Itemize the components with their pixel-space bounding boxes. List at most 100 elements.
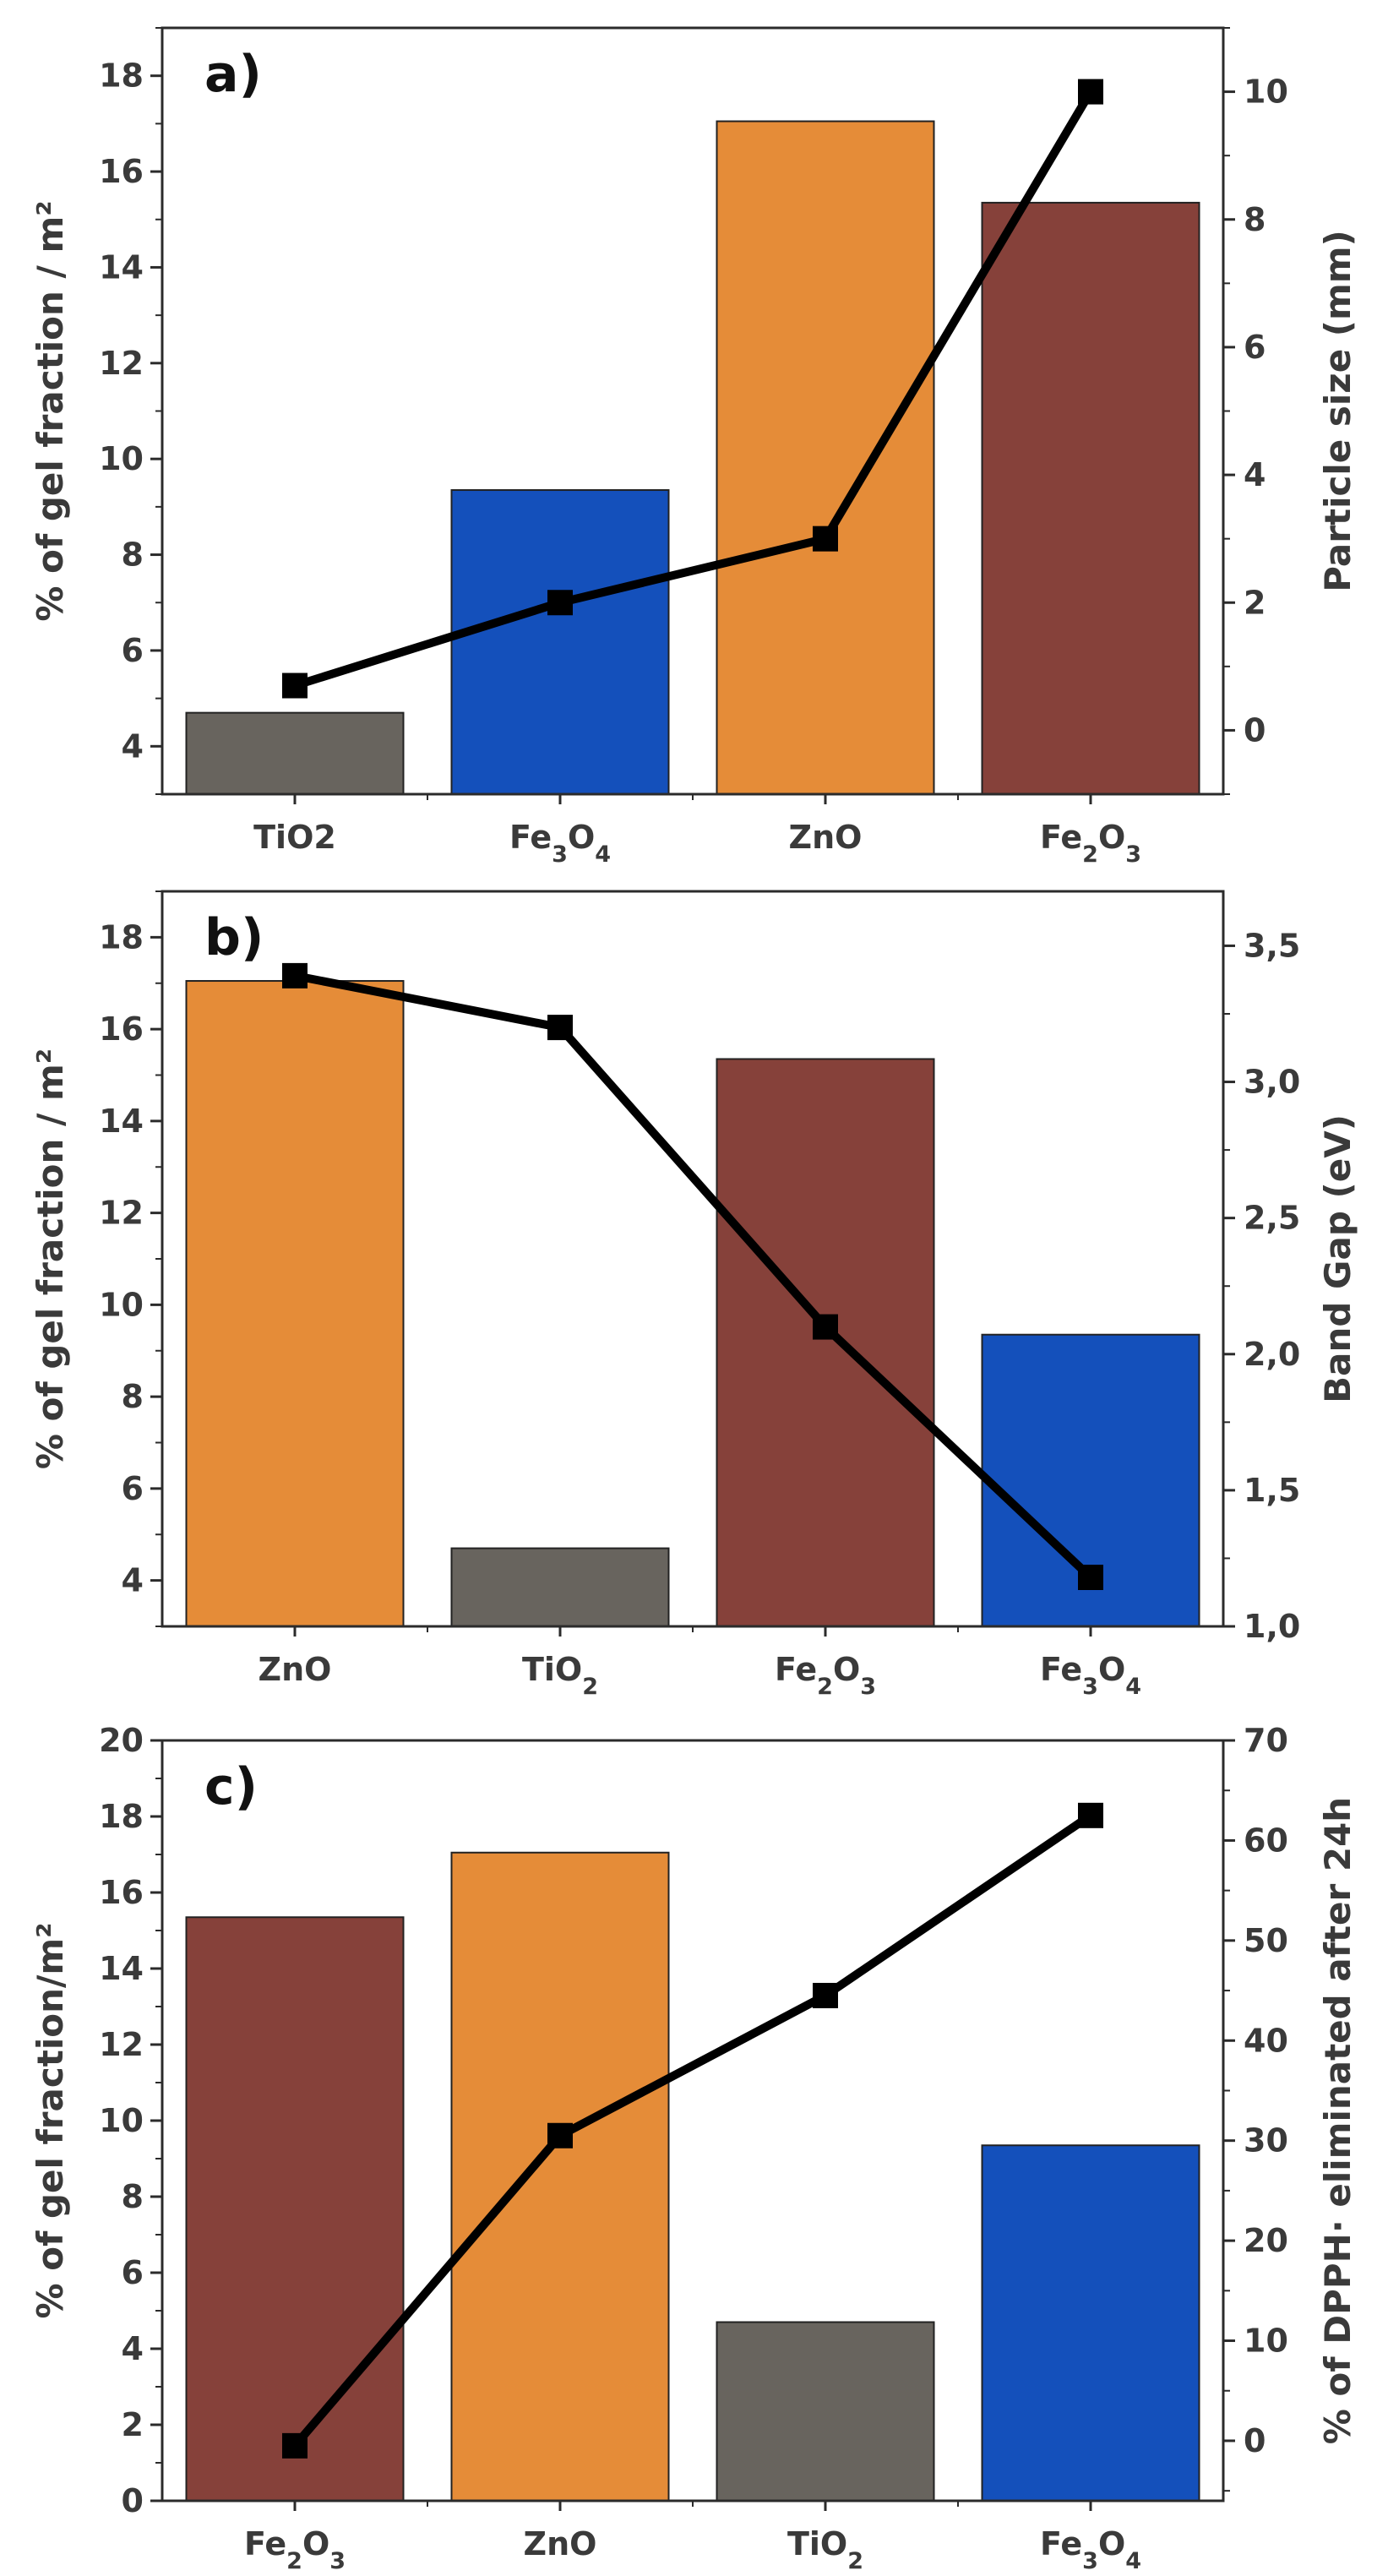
x-tick-label-subscript: 2 [286, 2548, 302, 2574]
series-marker [282, 2432, 308, 2459]
x-tick-label: ZnO [524, 2525, 597, 2562]
x-tick-label-base: TiO [522, 1651, 582, 1688]
x-tick-label: ZnO [259, 1651, 332, 1688]
x-tick-label-base: Fe [1040, 1651, 1082, 1688]
right-tick-label: 4 [1244, 456, 1266, 493]
right-tick-label: 30 [1244, 2122, 1288, 2159]
left-tick-label: 16 [99, 1010, 144, 1048]
left-tick-label: 10 [99, 1286, 144, 1323]
bar-Fe3O4 [981, 2144, 1200, 2502]
series-line [293, 90, 1095, 690]
x-tick-label: Fe2O3 [244, 2525, 346, 2574]
left-axis-label: % of gel fraction / m² [30, 1048, 71, 1469]
right-tick-label: 8 [1244, 201, 1266, 238]
x-tick-label-base: Fe [775, 1651, 817, 1688]
x-tick-label-tail: O [302, 2525, 329, 2562]
right-tick-label: 20 [1244, 2222, 1288, 2259]
right-tick-label: 2,0 [1244, 1336, 1300, 1373]
x-tick-label-subscript: 4 [595, 841, 611, 868]
right-tick-label: 40 [1244, 2022, 1288, 2059]
left-tick-label: 0 [122, 2482, 144, 2519]
left-tick-label: 18 [99, 57, 144, 95]
x-tick-label-subscript: 4 [1125, 2548, 1141, 2574]
x-tick-label-base: Fe [1040, 2525, 1082, 2562]
x-tick-label: Fe2O3 [775, 1651, 876, 1700]
left-tick-label: 6 [122, 2254, 144, 2291]
series-marker [813, 1314, 838, 1340]
x-tick-label-base: TiO [787, 2525, 847, 2562]
bar-ZnO [716, 120, 935, 795]
x-tick-label: TiO2 [253, 819, 336, 856]
right-tick-label: 50 [1244, 1922, 1288, 1959]
left-tick-label: 16 [99, 153, 144, 190]
bar-TiO2 [185, 711, 405, 795]
series-marker [813, 526, 838, 552]
left-tick-label: 2 [122, 2406, 144, 2443]
x-tick-label-tail: O [1098, 2525, 1125, 2562]
left-tick-label: 6 [122, 632, 144, 669]
x-tick-label-subscript: 3 [1082, 1674, 1098, 1700]
left-axis-label: % of gel fraction / m² [30, 200, 71, 621]
bar-Fe2O3 [185, 1916, 405, 2502]
x-tick-label: Fe3O4 [1040, 1651, 1141, 1700]
x-tick-label-subscript: 2 [817, 1674, 833, 1700]
x-tick-label-base: ZnO [259, 1651, 332, 1688]
x-tick-label-tail: O [1098, 1651, 1125, 1688]
right-tick-label: 3,5 [1244, 927, 1300, 964]
left-tick-label: 12 [99, 2026, 144, 2063]
left-tick-label: 14 [99, 1950, 144, 1987]
x-tick-label-base: Fe [1040, 819, 1082, 856]
x-tick-label: Fe3O4 [1040, 2525, 1141, 2574]
x-tick-label-subscript: 3 [1125, 841, 1141, 868]
series-line [294, 971, 1094, 1581]
left-tick-label: 12 [99, 345, 144, 382]
left-tick-label: 20 [99, 1722, 144, 1759]
x-tick-label-base: ZnO [524, 2525, 597, 2562]
right-tick-label: 0 [1244, 711, 1266, 749]
right-axis-label: % of DPPH· eliminated after 24h [1317, 1797, 1358, 2444]
bar-Fe3O4 [450, 489, 670, 795]
series-marker [547, 1015, 573, 1041]
left-tick-label: 14 [99, 1103, 144, 1140]
x-tick-label: TiO2 [522, 1651, 598, 1700]
panel-label: c) [204, 1757, 258, 1816]
x-tick-label-subscript: 4 [1125, 1674, 1141, 1700]
x-tick-label-base: ZnO [789, 819, 863, 856]
left-tick-label: 16 [99, 1874, 144, 1911]
panel-label: b) [204, 908, 264, 967]
right-tick-label: 2,5 [1244, 1200, 1300, 1237]
series-marker [282, 673, 308, 699]
left-tick-label: 10 [99, 2102, 144, 2139]
left-tick-label: 8 [122, 536, 144, 574]
right-tick-label: 60 [1244, 1822, 1288, 1859]
right-tick-label: 6 [1244, 329, 1266, 366]
x-tick-label-base: TiO2 [253, 819, 336, 856]
left-tick-label: 18 [99, 918, 144, 956]
right-tick-label: 70 [1244, 1722, 1288, 1759]
x-tick-label-subscript: 2 [1082, 841, 1098, 868]
right-tick-label: 3,0 [1244, 1064, 1300, 1101]
x-tick-label-subscript: 2 [847, 2548, 863, 2574]
left-tick-label: 12 [99, 1195, 144, 1232]
series-marker [547, 590, 573, 616]
left-tick-label: 4 [122, 727, 144, 765]
x-tick-label: TiO2 [787, 2525, 863, 2574]
left-tick-label: 14 [99, 248, 144, 286]
series-marker [1078, 1565, 1103, 1590]
x-tick-label-tail: O [568, 819, 595, 856]
left-tick-label: 10 [99, 440, 144, 477]
bar-ZnO [450, 1851, 670, 2502]
x-tick-label-subscript: 2 [582, 1674, 598, 1700]
right-tick-label: 2 [1244, 584, 1266, 621]
left-tick-label: 8 [122, 2178, 144, 2215]
series-marker [547, 2122, 573, 2148]
left-tick-label: 8 [122, 1378, 144, 1415]
bar-Fe2O3 [716, 1058, 935, 1627]
x-tick-label-tail: O [833, 1651, 860, 1688]
series-marker [1078, 79, 1103, 105]
x-tick-label-base: Fe [244, 2525, 286, 2562]
